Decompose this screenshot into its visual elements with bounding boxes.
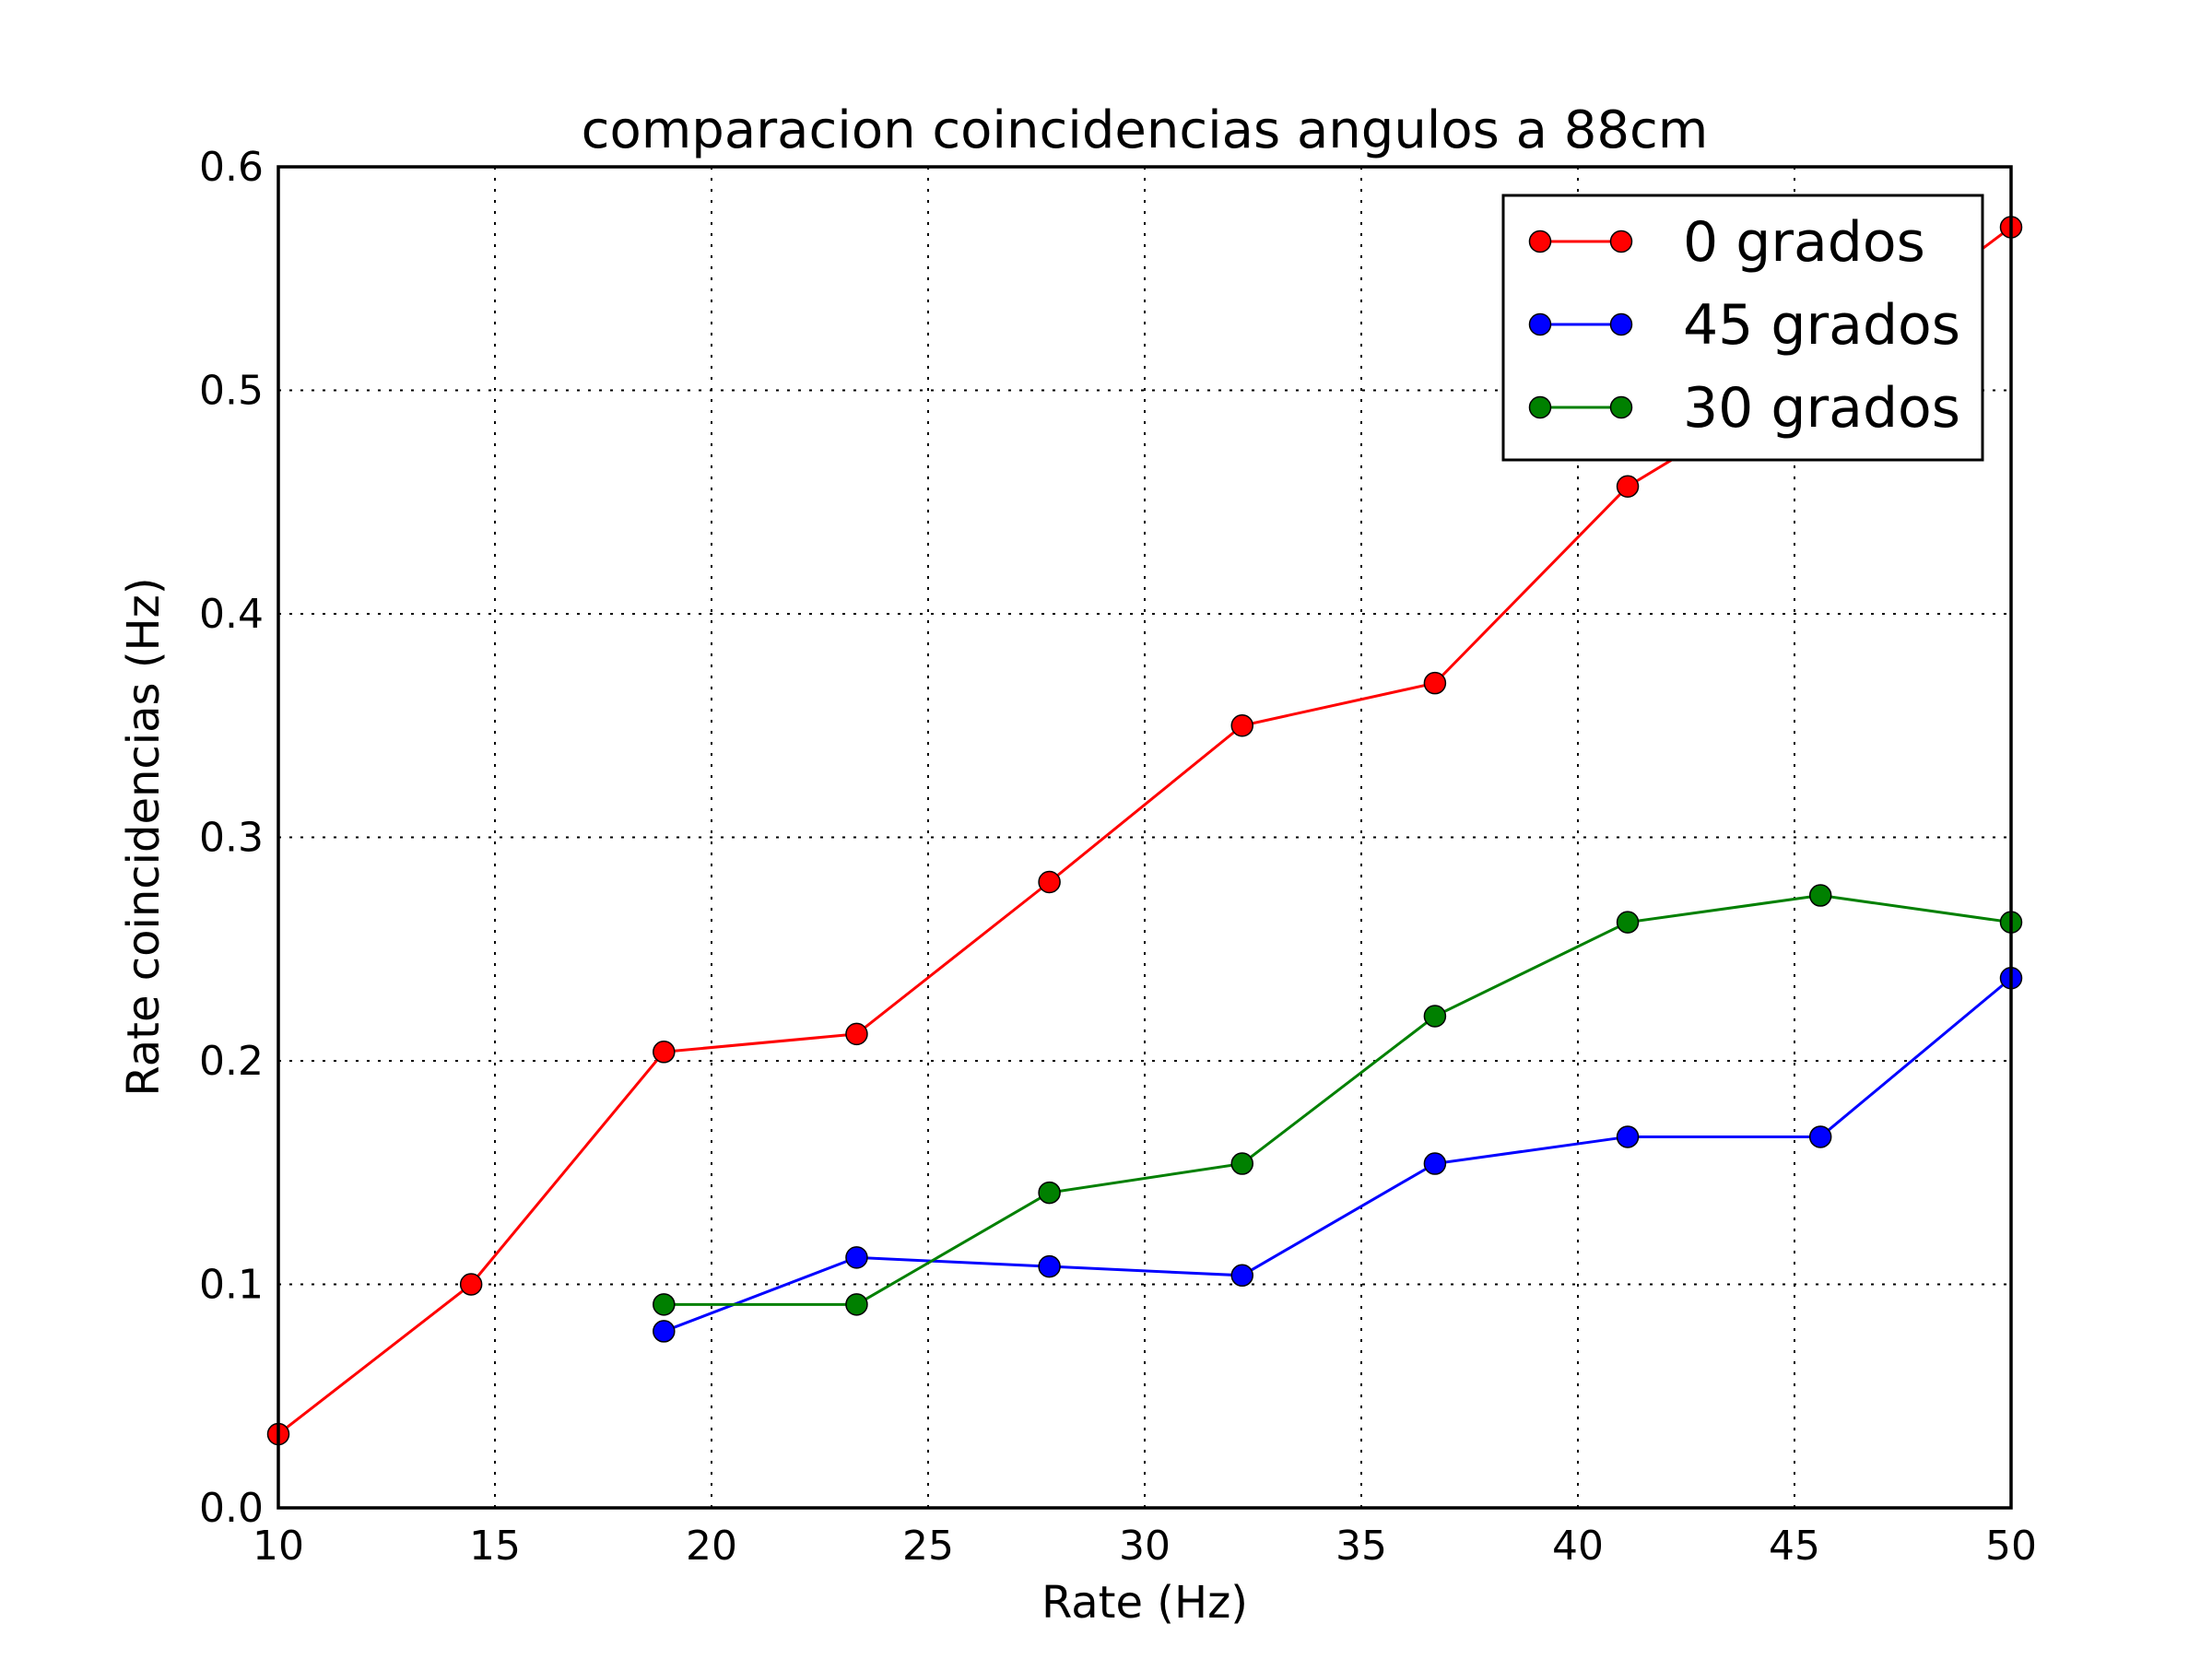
data-point (653, 1320, 676, 1343)
data-point (1616, 1125, 1640, 1148)
data-point (1808, 884, 1832, 907)
data-point (1230, 714, 1253, 737)
x-tick-label: 50 (1985, 1523, 2037, 1570)
data-point (845, 1246, 868, 1269)
data-point (1616, 911, 1640, 934)
y-tick-label: 0.3 (199, 815, 264, 862)
chart-title: comparacion coincidencias angulos a 88cm (582, 100, 1709, 160)
series-line (663, 977, 2012, 1333)
x-tick-label: 40 (1552, 1523, 1604, 1570)
x-tick-label: 20 (686, 1523, 737, 1570)
y-axis-label: Rate coincidencias (Hz) (118, 577, 170, 1096)
data-point (1423, 1005, 1447, 1028)
legend-label: 30 grados (1683, 376, 1960, 441)
y-tick-label: 0.0 (199, 1485, 264, 1532)
x-tick-label: 25 (902, 1523, 954, 1570)
data-point (845, 1293, 868, 1316)
x-tick-label: 15 (469, 1523, 521, 1570)
axis-ticks: 10 15 20 25 30 35 40 45 50 0.0 0.1 0.2 0.3 0.4 0.5 0.6 (199, 144, 2037, 1570)
legend-item: 0 grados (1528, 210, 1925, 275)
y-tick-label: 0.2 (199, 1038, 264, 1085)
data-point (653, 1041, 676, 1064)
legend-box (1501, 194, 1984, 462)
data-point (1616, 475, 1640, 499)
legend-item: 45 grados (1528, 293, 1960, 358)
data-point (653, 1293, 676, 1316)
x-tick-label: 45 (1769, 1523, 1820, 1570)
data-point (1423, 671, 1447, 695)
legend-marker (1609, 229, 1633, 253)
data-point (845, 1022, 868, 1046)
legend-marker (1609, 312, 1633, 336)
legend-label: 0 grados (1683, 210, 1925, 275)
plot-frame (276, 165, 2013, 1510)
x-axis-label: Rate (Hz) (1041, 1577, 1248, 1629)
series-45-grados (653, 967, 2023, 1343)
data-point (1038, 870, 1061, 894)
y-tick-label: 0.1 (199, 1262, 264, 1309)
legend-marker (1528, 229, 1552, 253)
data-point (1038, 1181, 1061, 1205)
data-point (1230, 1152, 1253, 1175)
data-point (1808, 1125, 1832, 1148)
x-tick-label: 35 (1335, 1523, 1387, 1570)
legend-marker (1609, 395, 1633, 419)
x-tick-label: 10 (253, 1523, 304, 1570)
legend-label: 45 grados (1683, 293, 1960, 358)
y-tick-label: 0.4 (199, 591, 264, 638)
y-tick-label: 0.6 (199, 144, 264, 191)
data-point (1423, 1152, 1447, 1175)
legend-marker (1528, 312, 1552, 336)
series-line (664, 894, 2012, 1306)
x-tick-label: 30 (1119, 1523, 1171, 1570)
data-point (1038, 1254, 1061, 1278)
y-tick-label: 0.5 (199, 368, 264, 415)
legend-item: 30 grados (1528, 376, 1960, 441)
legend-marker (1528, 395, 1552, 419)
data-point (459, 1273, 483, 1296)
data-point (1230, 1264, 1253, 1288)
legend: 0 grados 45 grados 30 grados (1501, 194, 1984, 462)
